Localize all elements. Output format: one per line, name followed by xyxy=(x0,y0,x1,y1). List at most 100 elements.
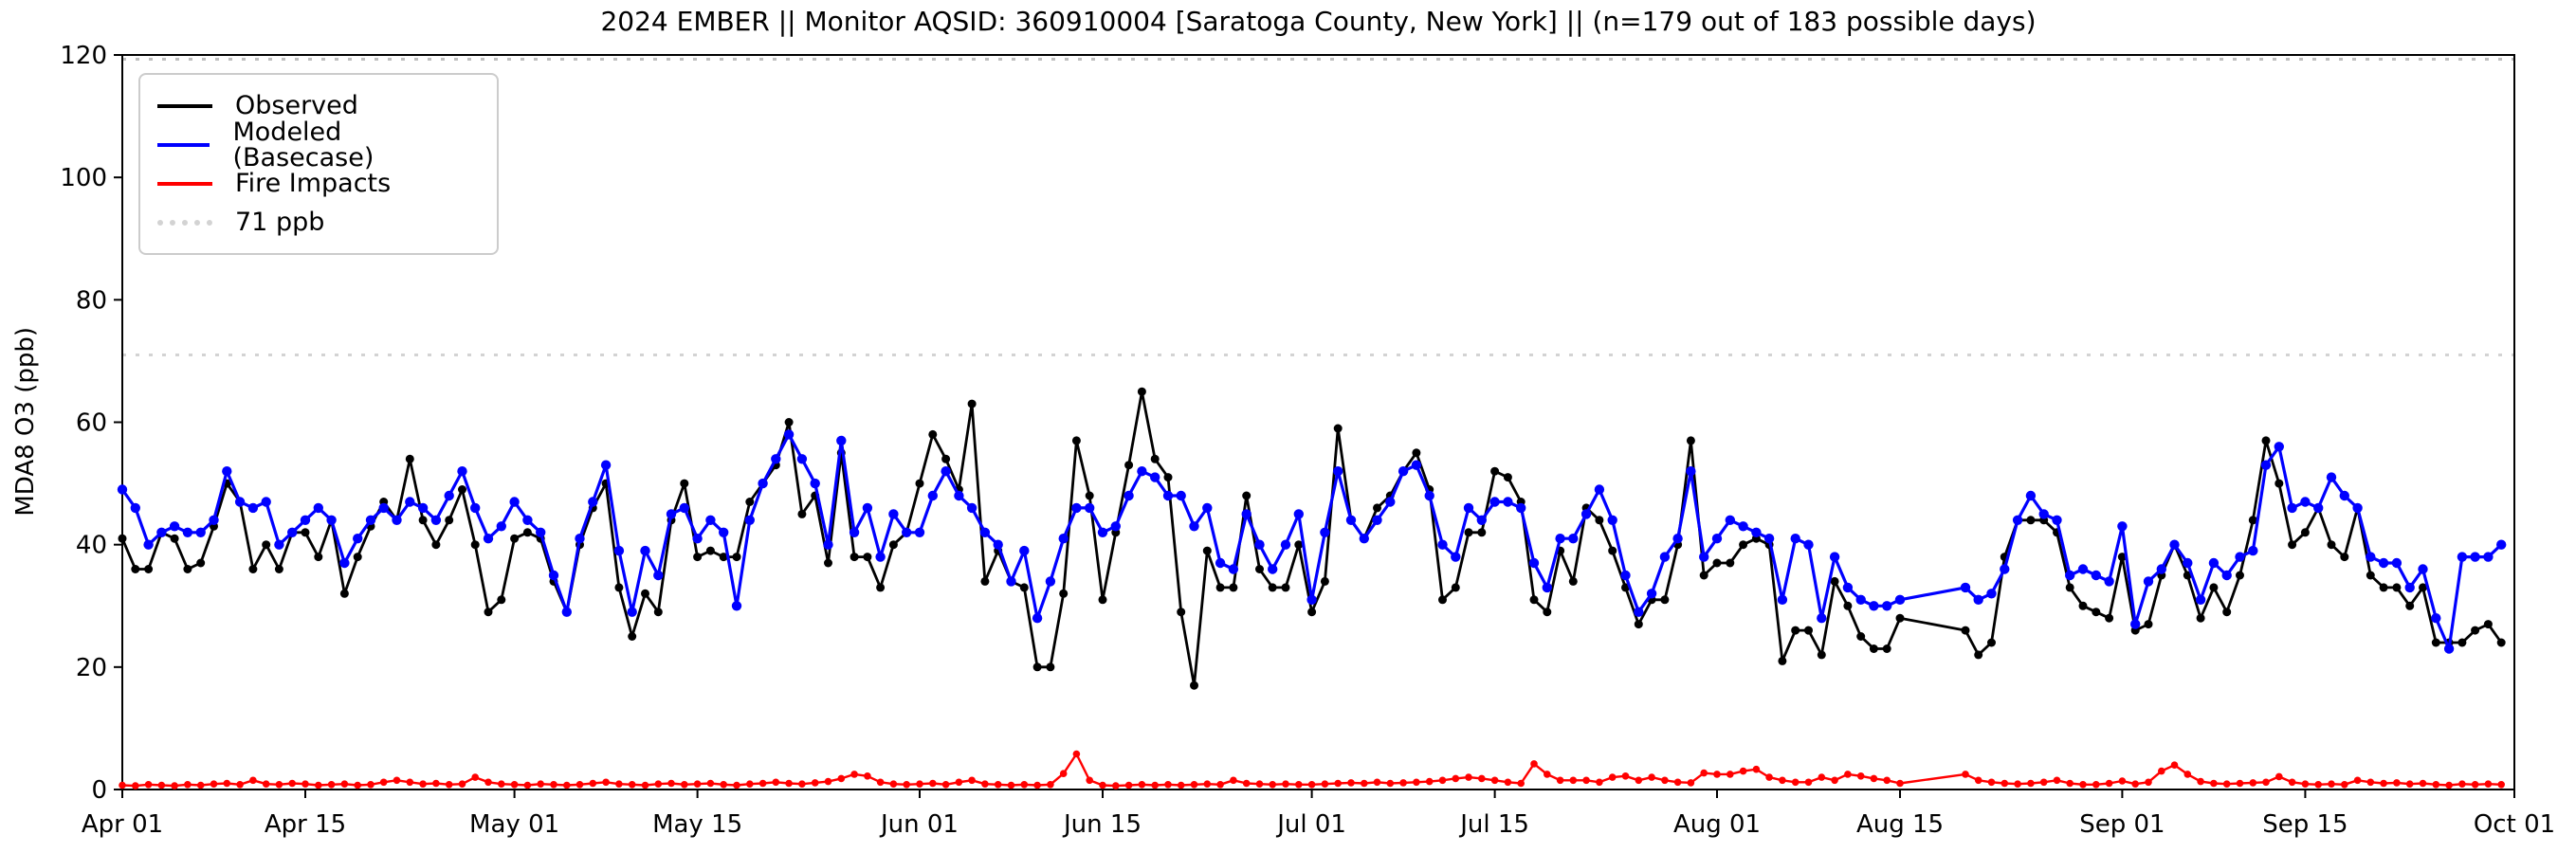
series-marker xyxy=(405,497,415,507)
series-marker xyxy=(1268,564,1278,574)
series-marker xyxy=(2026,516,2036,525)
series-marker xyxy=(1059,589,1069,598)
series-marker xyxy=(1452,774,1460,783)
series-marker xyxy=(2393,779,2401,787)
series-marker xyxy=(2248,516,2257,525)
x-tick-label: Aug 15 xyxy=(1856,810,1944,839)
series-marker xyxy=(679,502,689,514)
series-marker xyxy=(2027,779,2035,788)
series-marker xyxy=(1477,528,1487,537)
series-marker xyxy=(1555,534,1565,544)
series-marker xyxy=(340,780,349,788)
series-marker xyxy=(2012,515,2023,525)
series-marker xyxy=(640,545,650,556)
series-marker xyxy=(1882,601,1892,611)
series-marker xyxy=(2210,779,2218,788)
series-marker xyxy=(1203,780,1212,788)
series-marker xyxy=(1634,620,1643,629)
series-marker xyxy=(1635,776,1643,785)
series-marker xyxy=(1242,779,1251,788)
series-marker xyxy=(719,553,728,562)
series-marker xyxy=(234,497,246,507)
series-marker xyxy=(1177,608,1186,617)
series-marker xyxy=(1842,582,1854,593)
series-marker xyxy=(326,515,337,525)
series-marker xyxy=(496,521,506,532)
series-marker xyxy=(1987,778,1996,787)
series-marker xyxy=(522,528,532,537)
series-marker xyxy=(796,454,808,464)
series-marker xyxy=(1293,509,1305,519)
series-marker xyxy=(471,773,480,781)
series-marker xyxy=(1307,608,1317,617)
series-marker xyxy=(2053,776,2061,785)
legend-item-3: 71 ppb xyxy=(150,203,480,242)
series-marker xyxy=(2197,777,2204,786)
series-marker xyxy=(209,515,219,525)
series-marker xyxy=(1345,515,1357,525)
series-marker xyxy=(249,776,257,785)
series-marker xyxy=(2366,552,2376,562)
series-marker xyxy=(498,780,505,788)
series-marker xyxy=(1661,776,1669,785)
series-marker xyxy=(365,515,376,525)
series-marker xyxy=(1333,424,1343,433)
series-marker xyxy=(1437,539,1448,550)
series-marker xyxy=(1269,781,1276,789)
series-marker xyxy=(914,527,925,537)
series-marker xyxy=(510,781,519,789)
series-marker xyxy=(2000,564,2010,574)
series-marker xyxy=(1255,565,1264,573)
series-marker xyxy=(195,527,206,537)
series-marker xyxy=(1831,776,1838,785)
series-marker xyxy=(1621,772,1630,780)
series-marker xyxy=(966,502,977,514)
series-marker xyxy=(2327,540,2336,550)
series-marker xyxy=(1895,613,1905,623)
x-tick-label: Apr 15 xyxy=(265,810,346,839)
series-marker xyxy=(758,478,768,489)
series-marker xyxy=(941,466,951,477)
series-marker xyxy=(1974,776,1982,785)
series-marker xyxy=(2470,552,2480,562)
series-marker xyxy=(170,534,179,543)
series-marker xyxy=(1137,387,1146,396)
series-marker xyxy=(2392,583,2402,592)
series-marker xyxy=(1489,497,1500,507)
series-marker xyxy=(1843,601,1853,610)
series-marker xyxy=(262,540,271,550)
series-marker xyxy=(2104,576,2114,587)
series-marker xyxy=(301,780,309,788)
series-marker xyxy=(223,779,231,788)
series-marker xyxy=(2038,509,2049,519)
series-marker xyxy=(2484,780,2493,788)
series-marker xyxy=(2341,781,2348,789)
series-marker xyxy=(2380,779,2387,788)
series-marker xyxy=(1097,527,1108,537)
series-marker xyxy=(2405,601,2415,610)
series-marker xyxy=(666,509,677,519)
series-marker xyxy=(393,776,401,785)
series-marker xyxy=(2379,583,2388,592)
series-marker xyxy=(1451,583,1460,592)
series-marker xyxy=(2091,570,2101,581)
series-marker xyxy=(537,780,544,788)
series-marker xyxy=(378,502,389,514)
series-marker xyxy=(1413,778,1420,787)
series-marker xyxy=(719,527,729,537)
series-marker xyxy=(2432,781,2440,789)
series-marker xyxy=(470,502,481,514)
series-marker xyxy=(1099,781,1106,789)
series-marker xyxy=(2209,583,2219,592)
legend-swatch xyxy=(157,103,212,108)
series-marker xyxy=(1241,509,1251,519)
chart-title: 2024 EMBER || Monitor AQSID: 360910004 [… xyxy=(600,6,2037,37)
series-marker xyxy=(2352,502,2363,514)
series-marker xyxy=(288,779,297,788)
series-marker xyxy=(2249,779,2257,787)
series-marker xyxy=(1425,777,1434,786)
series-marker xyxy=(183,565,192,573)
series-marker xyxy=(2353,776,2362,785)
series-marker xyxy=(1894,594,1906,605)
series-marker xyxy=(692,534,703,544)
